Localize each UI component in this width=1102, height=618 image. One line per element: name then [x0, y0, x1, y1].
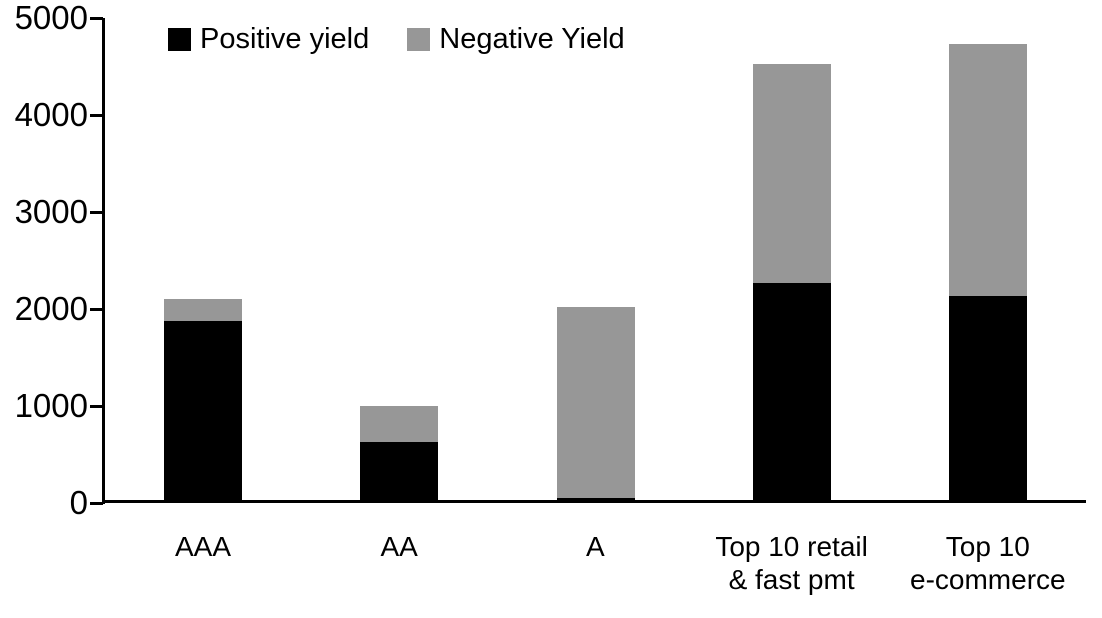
- y-axis-line: [102, 18, 105, 504]
- x-axis-label-top-10-e-commerce: Top 10 e-commerce: [910, 531, 1066, 595]
- bar-top-10-retail-fast-pmt: [752, 18, 831, 503]
- bar-segment-negative-yield: [752, 63, 831, 283]
- legend-item-positive-yield: Positive yield: [168, 25, 369, 54]
- y-axis-tick: [90, 404, 103, 408]
- y-axis-label-1000: 1000: [14, 387, 88, 424]
- bar-segment-negative-yield: [556, 306, 635, 498]
- negative-yield-swatch-icon: [407, 28, 431, 51]
- bar-segment-negative-yield: [164, 298, 243, 321]
- positive-yield-swatch-icon: [168, 28, 191, 51]
- bar-segment-positive-yield: [556, 497, 635, 503]
- y-axis-label-5000: 5000: [14, 0, 88, 36]
- bar-segment-negative-yield: [948, 44, 1027, 297]
- bar-top-10-e-commerce: [948, 18, 1027, 503]
- bar-segment-positive-yield: [360, 442, 439, 503]
- bar-segment-negative-yield: [360, 405, 439, 443]
- y-axis-label-3000: 3000: [14, 193, 88, 230]
- y-axis-tick: [90, 16, 103, 20]
- bar-segment-positive-yield: [752, 282, 831, 503]
- y-axis-label-4000: 4000: [14, 96, 88, 133]
- y-axis-tick: [90, 307, 103, 311]
- y-axis-label-2000: 2000: [14, 290, 88, 327]
- bar-segment-positive-yield: [164, 320, 243, 503]
- bar-aaa: [164, 18, 243, 503]
- y-axis-tick: [90, 113, 103, 117]
- legend-label-negative-yield: Negative Yield: [439, 23, 625, 55]
- legend-item-negative-yield: Negative Yield: [407, 23, 625, 55]
- plot-area: [105, 18, 1086, 503]
- y-axis-tick: [90, 210, 103, 214]
- x-axis-label-top-10-retail-fast-pmt: Top 10 retail & fast pmt: [715, 531, 868, 595]
- x-axis-label-aa: AA: [380, 531, 418, 562]
- y-axis-label-0: 0: [69, 484, 88, 521]
- bar-aa: [360, 18, 439, 503]
- legend: Positive yield Negative Yield: [168, 25, 625, 54]
- bar-segment-positive-yield: [948, 296, 1027, 503]
- y-axis-tick: [90, 501, 103, 505]
- bar-a: [556, 18, 635, 503]
- x-axis-label-aaa: AAA: [174, 531, 232, 562]
- legend-label-positive-yield: Positive yield: [200, 23, 370, 55]
- x-axis-label-a: A: [586, 531, 605, 562]
